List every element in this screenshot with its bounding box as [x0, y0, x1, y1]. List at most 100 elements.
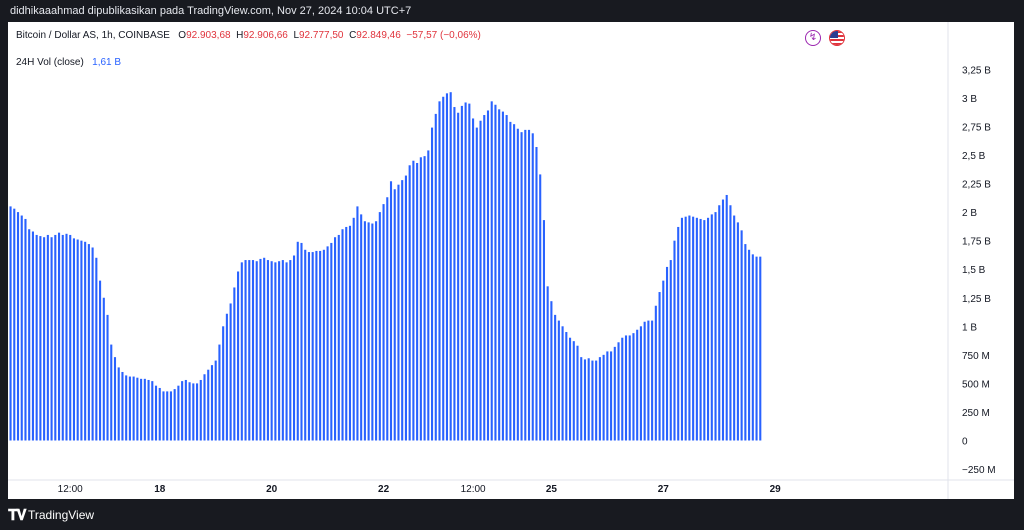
- volume-bar: [95, 257, 98, 441]
- y-tick-label: 2 B: [962, 208, 977, 219]
- symbol-legend: Bitcoin / Dollar AS, 1h, COINBASE O92.90…: [16, 30, 481, 41]
- volume-bar: [9, 206, 12, 441]
- volume-bar: [542, 220, 545, 441]
- volume-bar: [334, 237, 337, 441]
- volume-bar: [759, 256, 762, 441]
- volume-bar: [673, 240, 676, 441]
- volume-bar: [99, 280, 102, 441]
- volume-bar: [516, 128, 519, 441]
- volume-bar: [188, 382, 191, 441]
- volume-bar: [292, 255, 296, 441]
- volume-bar: [751, 254, 754, 441]
- volume-bar: [531, 133, 534, 441]
- volume-bar: [389, 181, 393, 441]
- indicator-label: 24H Vol (close): [16, 57, 84, 68]
- volume-bar: [76, 239, 79, 441]
- volume-bar: [162, 391, 165, 441]
- volume-bar: [535, 147, 538, 441]
- close-value: 92.849,46: [356, 30, 401, 41]
- us-flag-icon[interactable]: [829, 30, 845, 46]
- volume-bar: [684, 216, 687, 441]
- volume-bar: [57, 232, 61, 441]
- volume-bar: [583, 359, 587, 441]
- brand-name[interactable]: TradingView: [28, 508, 95, 522]
- volume-bar: [416, 162, 419, 441]
- volume-bar: [445, 93, 449, 441]
- volume-bar: [192, 383, 195, 441]
- y-tick-label: 1 B: [962, 322, 977, 333]
- volume-bar: [378, 212, 381, 441]
- volume-bar: [110, 344, 113, 441]
- volume-bar: [509, 121, 512, 441]
- volume-bar: [464, 102, 467, 441]
- volume-bar: [196, 383, 199, 441]
- volume-bar: [636, 329, 639, 441]
- low-label: L: [293, 30, 299, 41]
- volume-bar: [289, 260, 292, 441]
- volume-bar: [173, 389, 176, 441]
- volume-bar: [707, 217, 710, 441]
- volume-bar: [240, 262, 243, 441]
- volume-bar: [393, 189, 396, 441]
- volume-bar: [725, 194, 728, 441]
- volume-bar: [699, 218, 702, 441]
- volume-bar: [300, 242, 303, 441]
- x-tick-label: 20: [266, 484, 278, 495]
- volume-bar: [371, 223, 374, 441]
- volume-bar: [736, 222, 739, 441]
- header-icons: ↯: [805, 30, 845, 46]
- volume-bar: [632, 333, 635, 441]
- volume-bar: [281, 260, 284, 441]
- volume-bar: [140, 378, 143, 441]
- volume-bar: [438, 101, 441, 441]
- lightning-icon[interactable]: ↯: [805, 30, 821, 46]
- volume-bar: [643, 321, 646, 441]
- volume-bar: [404, 175, 407, 441]
- volume-bar: [322, 249, 325, 441]
- low-value: 92.777,50: [299, 30, 344, 41]
- y-tick-label: 750 M: [962, 351, 990, 362]
- volume-bar: [651, 320, 654, 441]
- volume-bar: [401, 180, 404, 441]
- volume-bar: [613, 346, 616, 441]
- volume-bar: [266, 260, 269, 441]
- y-tick-label: 1,75 B: [962, 237, 991, 248]
- tv-logo-icon[interactable]: 𝐓𝐕: [8, 507, 27, 524]
- volume-bar: [311, 252, 314, 441]
- volume-bar: [113, 357, 117, 441]
- volume-bar: [363, 221, 366, 441]
- volume-bar: [128, 376, 131, 441]
- open-label: O: [178, 30, 187, 41]
- volume-bar: [624, 335, 628, 441]
- symbol-name: Bitcoin / Dollar AS, 1h, COINBASE: [16, 30, 170, 41]
- volume-bar: [427, 150, 430, 441]
- volume-bar: [658, 292, 661, 441]
- volume-chart[interactable]: 3,25 B 3 B 2,75 B 2,5 B 2,25 B 2 B 1,75 B 1,5 B…: [8, 22, 1014, 499]
- volume-bar: [610, 351, 613, 441]
- volume-bar: [184, 379, 187, 441]
- volume-bar: [20, 215, 23, 441]
- volume-bar: [278, 261, 281, 441]
- change-value: −57,57 (−0,06%): [406, 30, 481, 41]
- chart-panel[interactable]: Bitcoin / Dollar AS, 1h, COINBASE O92.90…: [8, 22, 1014, 499]
- volume-bar: [330, 242, 333, 441]
- volume-bar: [352, 217, 355, 441]
- volume-bar: [565, 332, 568, 441]
- volume-bar: [39, 236, 42, 441]
- volume-bar: [13, 208, 16, 441]
- volume-bar: [460, 105, 463, 441]
- volume-bar: [662, 280, 665, 441]
- volume-bar: [121, 371, 124, 441]
- x-tick-label: 27: [658, 484, 670, 495]
- volume-bar: [639, 326, 642, 441]
- volume-bar: [117, 367, 120, 441]
- volume-bar: [84, 241, 87, 441]
- volume-bar: [430, 127, 434, 441]
- volume-bar: [654, 305, 657, 441]
- volume-bar: [225, 313, 228, 441]
- volume-bar: [237, 271, 240, 441]
- volume-bar: [106, 314, 109, 441]
- volume-bar: [665, 266, 669, 441]
- volume-bar: [513, 124, 516, 441]
- volume-bar: [91, 247, 94, 441]
